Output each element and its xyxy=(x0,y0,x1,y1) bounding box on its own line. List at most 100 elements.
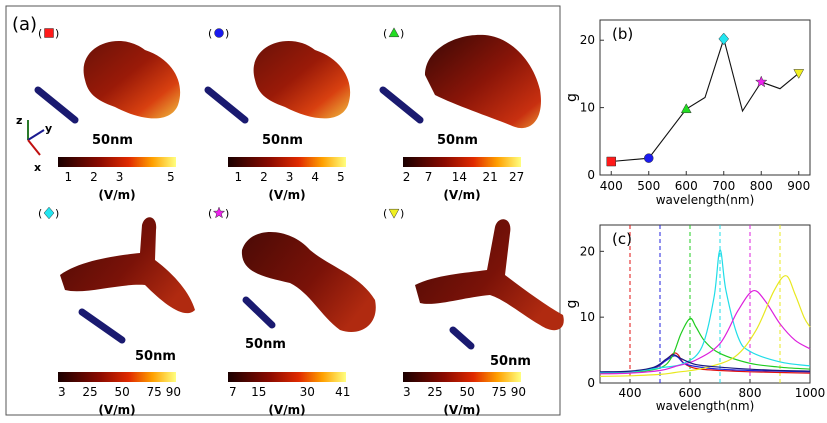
cell-marker xyxy=(388,27,400,38)
data-point xyxy=(680,103,692,114)
colorbar-tick-label: 3 xyxy=(286,170,294,184)
colorbar-unit: (V/m) xyxy=(98,188,135,202)
y-tick-label: 20 xyxy=(580,33,595,47)
colorbar-tick-label: 25 xyxy=(427,385,442,399)
y-tick-label: 10 xyxy=(580,310,595,324)
chart-c-frame xyxy=(599,224,811,384)
colorbar-tick-label: 25 xyxy=(82,385,97,399)
data-point xyxy=(644,153,654,163)
data-point xyxy=(755,75,768,88)
marker-paren-open: ( xyxy=(38,207,42,220)
chart-c: (c) 400 600 800 1000 0 10 20 wavelength(nm) g xyxy=(564,224,826,413)
cell-marker xyxy=(43,206,55,220)
colorbar-unit: (V/m) xyxy=(443,188,480,202)
nanorod xyxy=(449,326,475,350)
colorbar-tick-label: 21 xyxy=(483,170,498,184)
field-cell: () 50nm 1 2 3 4 5 (V/m) xyxy=(204,27,351,202)
field-cell: () 50nm 3 25 50 75 90 (V/m) xyxy=(38,206,195,417)
field-shape xyxy=(425,34,541,129)
colorbar-tick-label: 7 xyxy=(229,385,237,399)
marker-paren-close: ) xyxy=(225,207,229,220)
colorbar-unit: (V/m) xyxy=(268,188,305,202)
marker-paren-close: ) xyxy=(400,207,404,220)
colorbar-tick-label: 2 xyxy=(90,170,98,184)
field-shape xyxy=(83,41,181,119)
colorbar-tick-label: 1 xyxy=(64,170,72,184)
colorbar-tick-label: 75 xyxy=(147,385,162,399)
colorbar-tick-label: 50 xyxy=(459,385,474,399)
x-tick-label: 800 xyxy=(739,386,762,400)
colorbar-tick-label: 3 xyxy=(116,170,124,184)
colorbar-tick-label: 4 xyxy=(311,170,319,184)
y-tick-label: 20 xyxy=(580,244,595,258)
axis-x-label: x xyxy=(34,161,41,174)
x-tick-label: 800 xyxy=(750,179,773,193)
colorbar-tick-label: 27 xyxy=(509,170,524,184)
nanorod xyxy=(242,296,276,329)
colorbar-tick-label: 50 xyxy=(114,385,129,399)
chart-b-frame xyxy=(599,19,811,176)
spectrum-line xyxy=(599,354,811,373)
nanorod xyxy=(204,86,249,124)
scale-label: 50nm xyxy=(437,133,478,148)
cell-marker xyxy=(44,28,54,38)
marker-paren-open: ( xyxy=(383,207,387,220)
marker-paren-close: ) xyxy=(55,207,59,220)
colorbar xyxy=(403,372,521,382)
colorbar-unit: (V/m) xyxy=(98,403,135,417)
colorbar-tick-label: 2 xyxy=(260,170,268,184)
field-shape xyxy=(253,41,351,119)
axis-y-label: y xyxy=(45,122,52,135)
cell-marker xyxy=(212,206,226,219)
marker-paren-close: ) xyxy=(55,27,59,40)
colorbar-tick-label: 14 xyxy=(452,170,467,184)
y-axis-label: g xyxy=(564,300,580,309)
scale-label: 50nm xyxy=(490,354,531,369)
series-line xyxy=(611,36,800,163)
x-tick-label: 400 xyxy=(600,179,623,193)
field-cell: () 50nm 1 2 3 5 (V/m) xyxy=(34,27,181,202)
field-cell: () 50nm 3 25 50 75 90 (V/m) xyxy=(383,207,564,417)
spectrum-line xyxy=(599,289,811,375)
nanorod xyxy=(34,86,79,124)
spectrum-line xyxy=(599,275,811,377)
colorbar-tick-label: 15 xyxy=(251,385,266,399)
field-shape xyxy=(60,217,195,314)
colorbar-unit: (V/m) xyxy=(443,403,480,417)
chart-c-label: (c) xyxy=(612,230,632,248)
scale-label: 50nm xyxy=(262,133,303,148)
field-shape xyxy=(415,219,564,331)
x-tick-label: 600 xyxy=(675,179,698,193)
spectrum-line xyxy=(599,317,811,374)
colorbar xyxy=(228,157,346,167)
x-tick-label: 1000 xyxy=(795,386,826,400)
y-axis-label: g xyxy=(564,93,580,102)
x-tick-label: 400 xyxy=(619,386,642,400)
spectrum-line xyxy=(599,355,811,374)
colorbar-tick-label: 3 xyxy=(58,385,66,399)
marker-paren-open: ( xyxy=(208,207,212,220)
colorbar xyxy=(403,157,521,167)
cell-marker xyxy=(388,208,400,219)
field-cell: () 50nm 7 15 30 41 (V/m) xyxy=(208,206,376,417)
x-tick-label: 600 xyxy=(679,386,702,400)
data-point xyxy=(606,156,616,167)
x-tick-label: 700 xyxy=(712,179,735,193)
x-tick-label: 500 xyxy=(637,179,660,193)
panel-a-frame xyxy=(5,5,561,416)
colorbar-tick-label: 7 xyxy=(425,170,433,184)
data-point xyxy=(793,69,805,79)
colorbar xyxy=(228,372,346,382)
nanorod xyxy=(78,308,126,344)
nanorod xyxy=(379,86,424,124)
axis-z-label: z xyxy=(16,114,22,127)
x-tick-label: 900 xyxy=(787,179,810,193)
colorbar-tick-label: 5 xyxy=(337,170,345,184)
cell-marker xyxy=(214,28,224,38)
x-axis-label: wavelength(nm) xyxy=(656,193,755,207)
x-axis-label: wavelength(nm) xyxy=(656,399,755,413)
colorbar-tick-label: 90 xyxy=(166,385,181,399)
marker-paren-open: ( xyxy=(208,27,212,40)
colorbar-tick-label: 2 xyxy=(403,170,411,184)
